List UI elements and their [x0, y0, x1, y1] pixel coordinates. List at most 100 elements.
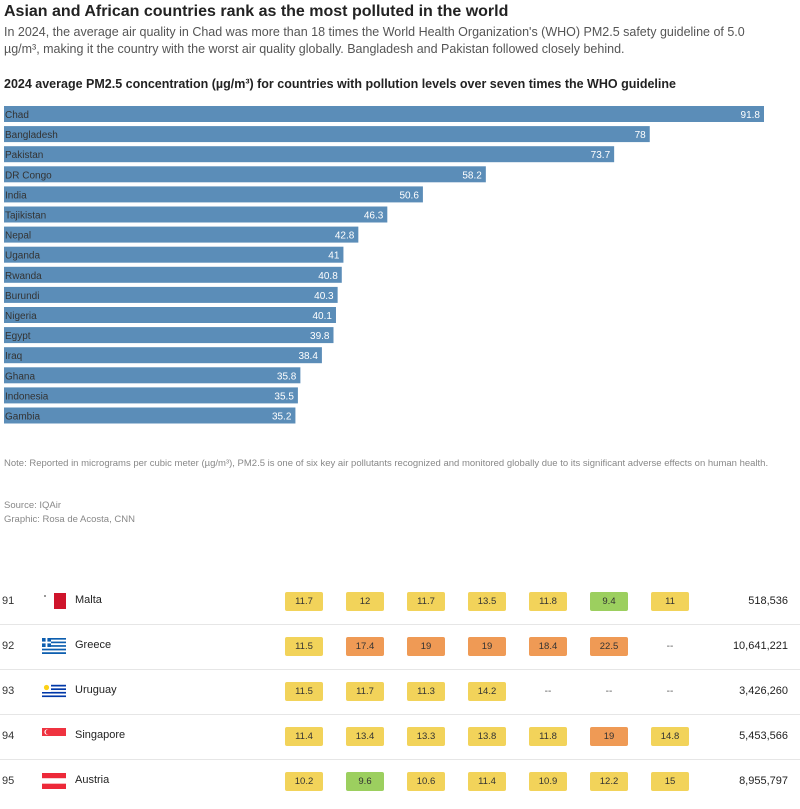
population-value: 10,641,221: [732, 640, 788, 652]
pm25-cell: 11.3: [407, 682, 445, 701]
country-name: Austria: [75, 774, 110, 786]
pm25-cell: 12: [346, 592, 384, 611]
bar-egypt: [4, 327, 334, 344]
pm25-cell: 13.3: [407, 727, 445, 746]
population-value: 8,955,797: [739, 775, 788, 787]
table-row: 91 Malta 11.7 12 11.7 13.5 11.8 9.4 11 518,536: [0, 580, 800, 625]
pm25-cell: 11.5: [285, 682, 323, 701]
pm25-cell: --: [666, 641, 674, 652]
pm25-cell: 15: [651, 772, 689, 791]
rank-label: 91: [2, 595, 15, 607]
pm25-cell: 19: [590, 727, 628, 746]
bar-bangladesh: [4, 126, 650, 143]
category-label: Uganda: [5, 251, 40, 262]
value-label: 39.8: [310, 331, 330, 342]
value-label: 46.3: [364, 211, 384, 222]
pm25-cell: --: [544, 686, 552, 697]
category-label: Chad: [5, 110, 29, 121]
page-subtitle: In 2024, the average air quality in Chad…: [4, 25, 745, 56]
category-label: Bangladesh: [5, 130, 58, 141]
value-label: 50.6: [399, 190, 419, 201]
table-row: 92 Greece 11.5 17.4 19 19 18.4 22.5 -- 10,641,221: [0, 625, 800, 670]
category-label: Nigeria: [5, 311, 37, 322]
chart-source: Source: IQAir: [4, 500, 62, 511]
pm25-cell: 13.4: [346, 727, 384, 746]
rank-label: 93: [2, 685, 15, 697]
rank-label: 95: [2, 775, 15, 787]
pm25-cell: 10.9: [529, 772, 567, 791]
rank-label: 94: [2, 730, 15, 742]
pm25-cell: 9.4: [590, 592, 628, 611]
category-label: DR Congo: [5, 170, 52, 181]
malta-flag: [42, 593, 66, 609]
greece-flag: [42, 638, 66, 654]
chart-note: Note: Reported in micrograms per cubic m…: [4, 458, 769, 469]
value-label: 78: [635, 130, 647, 141]
category-label: Egypt: [5, 331, 31, 342]
category-label: Indonesia: [5, 391, 49, 402]
population-value: 518,536: [748, 595, 788, 607]
population-value: 5,453,566: [739, 730, 788, 742]
austria-flag: [42, 773, 66, 789]
bar-iraq: [4, 347, 322, 364]
pm25-cell: 12.2: [590, 772, 628, 791]
value-label: 40.1: [313, 311, 333, 322]
population-value: 3,426,260: [739, 685, 788, 697]
table-row: 93 Uruguay 11.5 11.7 11.3 14.2 -- -- -- 3,426,260: [0, 670, 800, 715]
pm25-cell: 11.4: [468, 772, 506, 791]
table-row: 94 Singapore 11.4 13.4 13.3 13.8 11.8 19 14.8 5,4…: [0, 715, 800, 760]
pm25-cell: 19: [407, 637, 445, 656]
bar-burundi: [4, 286, 338, 303]
category-label: Iraq: [5, 351, 22, 362]
pollution-table: 91 Malta 11.7 12 11.7 13.5 11.8 9.4 11 518,536 92 G…: [0, 580, 800, 804]
rank-label: 92: [2, 640, 15, 652]
category-label: Burundi: [5, 291, 39, 302]
bar-nigeria: [4, 307, 336, 323]
country-name: Uruguay: [75, 684, 117, 696]
value-label: 35.8: [277, 371, 297, 382]
pm25-cell: 13.5: [468, 592, 506, 611]
pm25-cell: 11.7: [285, 592, 323, 611]
value-label: 40.8: [318, 271, 338, 282]
pm25-cell: --: [605, 686, 613, 697]
pm25-cell: 11.5: [285, 637, 323, 656]
pm25-cell: 11: [651, 592, 689, 611]
category-label: Pakistan: [5, 150, 43, 161]
value-label: 42.8: [335, 231, 355, 242]
singapore-flag: [42, 728, 66, 744]
value-label: 73.7: [591, 150, 611, 161]
country-name: Greece: [75, 639, 112, 651]
category-label: Gambia: [5, 412, 40, 423]
bar-indonesia: [4, 387, 298, 404]
country-name: Malta: [75, 594, 102, 606]
pm25-cell: 10.6: [407, 772, 445, 791]
pm25-cell: 19: [468, 637, 506, 656]
bar-ghana: [4, 367, 301, 384]
pm25-cell: 11.8: [529, 592, 567, 611]
category-label: Tajikistan: [5, 211, 46, 222]
value-label: 35.2: [272, 412, 292, 423]
category-label: Ghana: [5, 371, 35, 382]
bar-nepal: [4, 226, 359, 243]
bar-chart: Chad 91.8 Bangladesh 78 Pakistan 73.7 DR Congo…: [4, 106, 764, 424]
bar-pakistan: [4, 146, 615, 163]
bar-rwanda: [4, 266, 342, 283]
category-label: Nepal: [5, 231, 31, 242]
pm25-cell: 22.5: [590, 637, 628, 656]
value-label: 91.8: [741, 110, 761, 121]
value-label: 40.3: [314, 291, 334, 302]
country-name: Singapore: [75, 729, 126, 741]
bar-chad: [4, 106, 764, 122]
category-label: India: [5, 190, 27, 201]
value-label: 35.5: [274, 391, 294, 402]
pm25-cell: 18.4: [529, 637, 567, 656]
value-label: 58.2: [462, 170, 482, 181]
bar-dr-congo: [4, 166, 486, 183]
bar-tajikistan: [4, 206, 388, 223]
pm25-cell: 10.2: [285, 772, 323, 791]
value-label: 38.4: [298, 351, 318, 362]
pm25-cell: 14.8: [651, 727, 689, 746]
bar-india: [4, 186, 423, 203]
pm25-cell: --: [666, 686, 674, 697]
pm25-cell: 11.4: [285, 727, 323, 746]
